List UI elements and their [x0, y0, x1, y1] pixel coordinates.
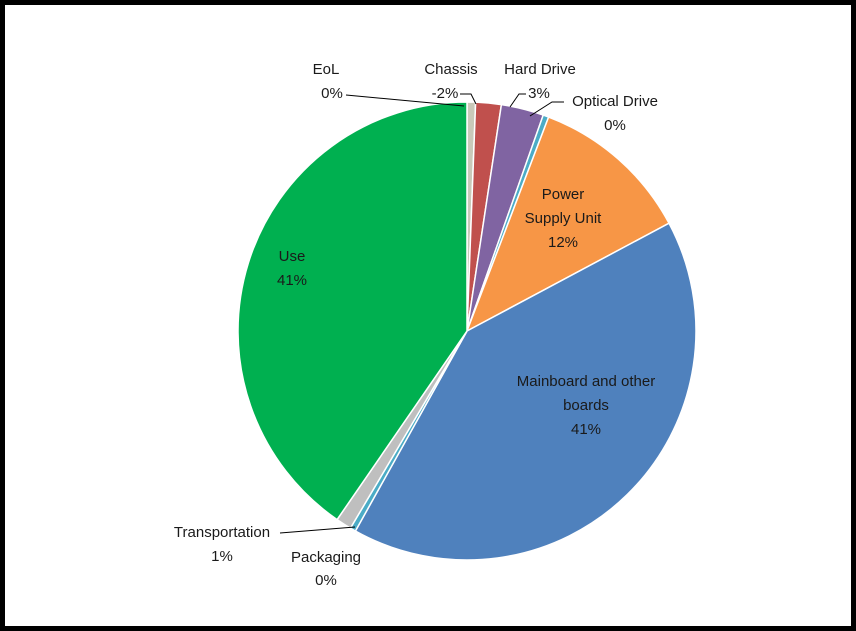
- label-hard-drive-value: 3%: [528, 85, 550, 102]
- label-mainboard-name-line1: Mainboard and other: [517, 373, 655, 390]
- label-psu-name-line2: Supply Unit: [525, 210, 603, 227]
- leader-lines: [279, 93, 564, 534]
- label-eol-name: EoL: [313, 61, 340, 78]
- label-psu-name-line1: Power: [542, 186, 585, 203]
- chart-frame: EoL 0% Chassis -2% Hard Drive 3% Optical…: [5, 5, 851, 626]
- pie-slice-mainboard-and-other-boards: [354, 222, 697, 561]
- label-psu-value: 12%: [548, 234, 578, 251]
- label-hard-drive-name: Hard Drive: [504, 61, 576, 78]
- label-transportation-name: Transportation: [174, 524, 270, 541]
- label-mainboard-name-line2: boards: [563, 397, 609, 414]
- label-optical-drive-name: Optical Drive: [572, 93, 658, 110]
- pie-slices: [237, 101, 697, 561]
- label-eol-value: 0%: [321, 85, 343, 102]
- leader-line-hard-drive: [509, 93, 526, 108]
- leader-line-optical-drive: [529, 101, 564, 117]
- label-mainboard-value: 41%: [571, 421, 601, 438]
- leader-line-chassis: [460, 93, 477, 105]
- pie-slice-power-supply-unit: [465, 116, 671, 333]
- label-transportation-value: 1%: [211, 548, 233, 565]
- leader-line-transportation: [279, 526, 356, 534]
- leader-line-eol: [345, 94, 465, 107]
- label-use-value: 41%: [277, 272, 307, 289]
- label-chassis-name: Chassis: [424, 61, 477, 78]
- label-optical-drive-value: 0%: [604, 117, 626, 134]
- slice-labels: EoL 0% Chassis -2% Hard Drive 3% Optical…: [174, 61, 658, 589]
- label-use-name: Use: [279, 248, 306, 265]
- pie-chart: EoL 0% Chassis -2% Hard Drive 3% Optical…: [174, 61, 697, 589]
- pie-slice-use: [237, 101, 468, 521]
- label-packaging-value: 0%: [315, 572, 337, 589]
- label-packaging-name: Packaging: [291, 549, 361, 566]
- label-chassis-value: -2%: [432, 85, 459, 102]
